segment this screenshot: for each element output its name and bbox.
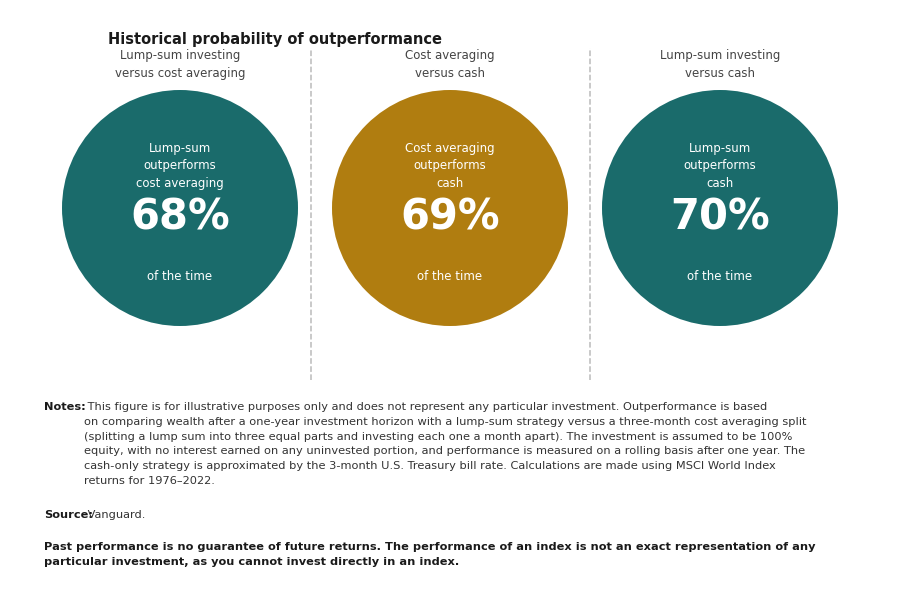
Text: Past performance is no guarantee of future returns. The performance of an index : Past performance is no guarantee of futu… [44, 542, 815, 567]
Text: 68%: 68% [130, 197, 230, 239]
Ellipse shape [602, 90, 838, 326]
Text: Cost averaging
outperforms
cash: Cost averaging outperforms cash [405, 142, 495, 190]
Text: Lump-sum investing
versus cost averaging: Lump-sum investing versus cost averaging [115, 50, 245, 80]
Text: Cost averaging
versus cash: Cost averaging versus cash [405, 50, 495, 80]
Text: Historical probability of outperformance: Historical probability of outperformance [108, 32, 442, 47]
Text: This figure is for illustrative purposes only and does not represent any particu: This figure is for illustrative purposes… [84, 402, 806, 486]
Text: of the time: of the time [418, 269, 482, 282]
Text: of the time: of the time [688, 269, 752, 282]
Text: 70%: 70% [670, 197, 770, 239]
Text: 69%: 69% [400, 197, 500, 239]
Ellipse shape [62, 90, 298, 326]
Text: Lump-sum
outperforms
cash: Lump-sum outperforms cash [684, 142, 756, 190]
Text: Notes:: Notes: [44, 402, 86, 412]
Text: Source:: Source: [44, 510, 93, 520]
Ellipse shape [332, 90, 568, 326]
Text: Lump-sum
outperforms
cost averaging: Lump-sum outperforms cost averaging [136, 142, 224, 190]
Text: Vanguard.: Vanguard. [84, 510, 146, 520]
Text: of the time: of the time [148, 269, 212, 282]
Text: Lump-sum investing
versus cash: Lump-sum investing versus cash [660, 50, 780, 80]
